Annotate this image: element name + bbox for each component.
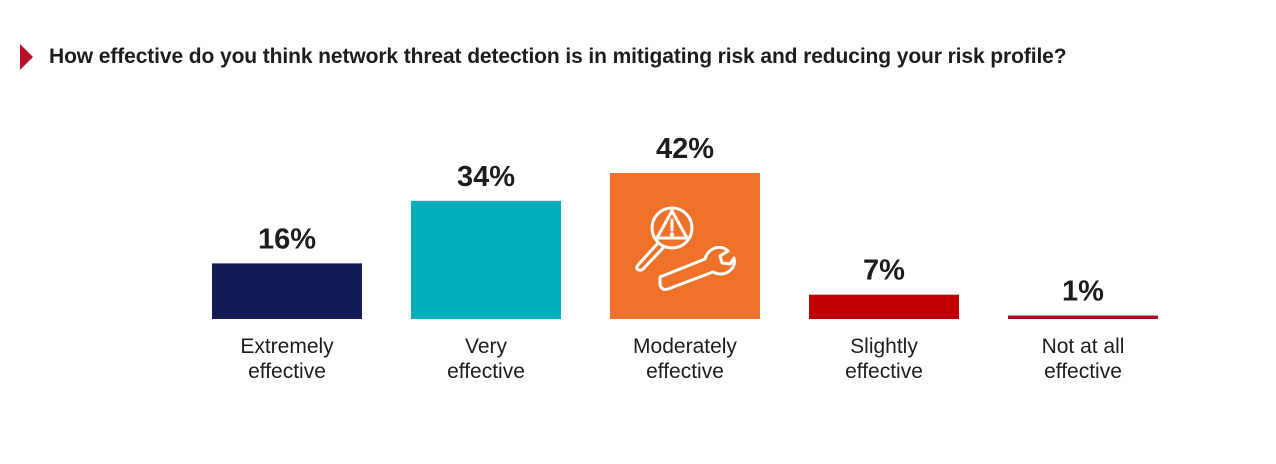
alert-dot	[669, 232, 675, 237]
category-label: Extremely effective	[240, 335, 334, 383]
alert-triangle-magnifier-wrench-icon	[635, 206, 736, 291]
bar	[610, 173, 760, 319]
data-label: 42%	[656, 133, 714, 165]
bar	[1008, 315, 1158, 319]
data-label: 7%	[863, 255, 905, 287]
wrench	[658, 245, 736, 291]
category-label: Moderately effective	[633, 335, 737, 383]
category-label: Not at all effective	[1042, 335, 1125, 383]
category-label: Very effective	[447, 335, 525, 383]
title-marker-icon	[20, 44, 33, 70]
data-label: 1%	[1062, 276, 1104, 308]
alert-triangle	[655, 209, 689, 240]
chart-title: How effective do you think network threa…	[49, 45, 1067, 68]
magnifier-handle	[635, 241, 665, 272]
chart-title-row: How effective do you think network threa…	[20, 40, 1067, 74]
category-label: Slightly effective	[845, 335, 923, 383]
magnifier-lens	[650, 206, 694, 250]
data-label: 34%	[457, 161, 515, 193]
bar	[212, 263, 362, 319]
bar	[411, 200, 561, 319]
bar	[809, 294, 959, 319]
data-label: 16%	[258, 223, 316, 255]
